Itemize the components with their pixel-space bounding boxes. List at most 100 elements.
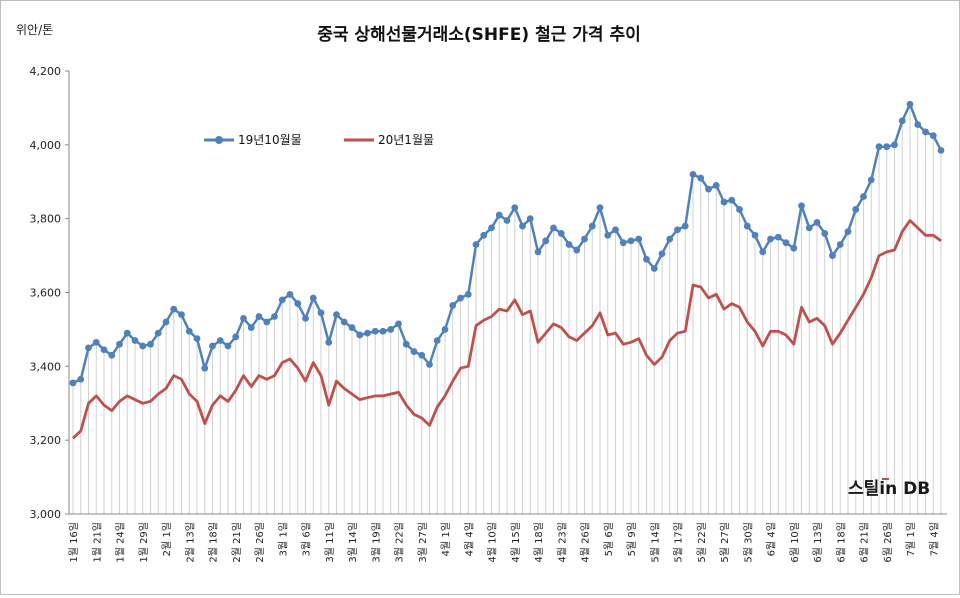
brand-accent [882, 478, 889, 480]
x-tick-label: 4월 15일 [510, 522, 522, 563]
legend-label: 19년10월물 [238, 133, 302, 147]
data-point [240, 314, 247, 322]
data-point [821, 230, 829, 237]
x-tick-label: 6월 10일 [789, 522, 801, 563]
x-tick-label: 6월 13일 [812, 522, 824, 563]
data-point [519, 222, 526, 230]
data-point [619, 239, 627, 247]
data-point [69, 379, 77, 387]
data-point [852, 206, 860, 213]
y-tick-label: 3,000 [30, 508, 62, 521]
x-tick-label: 5월 27일 [719, 522, 731, 563]
data-point [790, 244, 798, 252]
x-tick-label: 3월 22일 [394, 522, 406, 563]
x-tick-label: 3월 6일 [301, 522, 313, 556]
data-point [929, 132, 937, 140]
brand-text: 스틸in DB [848, 478, 930, 499]
data-point [108, 351, 116, 359]
data-point [201, 364, 209, 372]
data-point [573, 246, 581, 254]
data-point [333, 311, 340, 319]
data-point [85, 344, 92, 352]
x-tick-label: 3월 1일 [277, 522, 289, 556]
x-tick-label: 1월 21일 [91, 522, 103, 563]
x-axis-ticks: 1월 16일 1월 21일 1월 24일 1월 29일 2월 1일 2월 13일 2월 18… [68, 522, 940, 563]
data-point [247, 324, 255, 331]
legend-marker [215, 136, 223, 144]
y-tick-label: 3,800 [30, 213, 62, 226]
y-tick-label: 3,200 [30, 434, 62, 447]
data-point [77, 375, 85, 383]
data-point [286, 290, 294, 298]
data-point [232, 333, 240, 341]
data-point [457, 294, 464, 302]
data-point [348, 324, 356, 331]
x-tick-label: 6월 18일 [835, 522, 847, 563]
data-point [557, 230, 565, 237]
data-point [356, 331, 364, 339]
data-point [650, 265, 658, 272]
data-point [154, 329, 162, 337]
x-tick-label: 3월 11일 [324, 522, 336, 563]
x-tick-label: 4월 26일 [580, 522, 592, 563]
series-line [72, 219, 942, 440]
data-point [643, 255, 650, 263]
y-tick-label: 3,400 [30, 360, 62, 373]
data-point [503, 217, 511, 224]
data-point [627, 237, 635, 245]
data-point [782, 239, 790, 247]
brand-logo: 스틸in DB [848, 478, 930, 499]
data-point [271, 313, 278, 320]
data-point [488, 224, 495, 232]
data-point [526, 215, 534, 223]
x-tick-label: 2월 21일 [231, 522, 243, 563]
data-point [402, 340, 410, 348]
data-point [170, 305, 178, 313]
data-point [472, 241, 480, 248]
series-1 [69, 100, 945, 387]
data-point [441, 326, 449, 333]
data-point [581, 235, 588, 243]
data-point [914, 121, 922, 128]
data-point [433, 337, 441, 344]
data-point [263, 318, 271, 326]
chart-title: 중국 상해선물거래소(SHFE) 철근 가격 추이 [317, 25, 641, 45]
data-point [495, 211, 503, 219]
data-point [542, 237, 550, 245]
data-point [379, 327, 387, 335]
x-tick-label: 2월 13일 [184, 522, 196, 563]
x-tick-label: 2월 26일 [254, 522, 266, 563]
data-point [883, 143, 891, 151]
data-point [511, 204, 519, 211]
data-point [860, 193, 867, 200]
series-lines [69, 100, 945, 440]
x-tick-label: 5월 14일 [649, 522, 661, 563]
legend-label: 20년1월물 [378, 133, 434, 147]
data-point [588, 222, 596, 230]
series-2 [72, 219, 942, 440]
data-point [302, 314, 309, 322]
data-point [464, 290, 472, 298]
data-point [596, 204, 604, 211]
data-point [743, 222, 751, 230]
data-point [371, 327, 379, 335]
y-tick-label: 4,000 [30, 139, 62, 152]
data-point [844, 228, 852, 235]
data-point [131, 337, 139, 344]
data-point [635, 235, 643, 243]
data-point [100, 346, 108, 354]
data-point [604, 231, 612, 239]
data-point [294, 300, 302, 307]
data-point [813, 218, 821, 226]
data-point [798, 202, 805, 210]
x-tick-label: 6월 4일 [766, 522, 778, 556]
data-point [867, 176, 875, 184]
data-point [255, 313, 263, 320]
x-tick-label: 5월 22일 [696, 522, 708, 563]
data-point [898, 117, 906, 125]
data-point [480, 231, 488, 239]
data-point [712, 182, 720, 189]
data-point [193, 335, 201, 343]
data-point [720, 198, 728, 206]
